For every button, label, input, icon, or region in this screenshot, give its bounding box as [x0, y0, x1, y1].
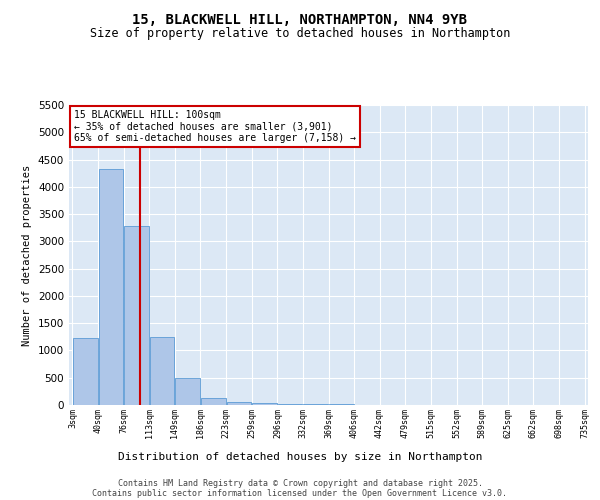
Text: 15, BLACKWELL HILL, NORTHAMPTON, NN4 9YB: 15, BLACKWELL HILL, NORTHAMPTON, NN4 9YB — [133, 12, 467, 26]
Bar — [99, 170, 123, 405]
Bar — [227, 402, 251, 405]
Bar — [252, 403, 277, 405]
Text: Distribution of detached houses by size in Northampton: Distribution of detached houses by size … — [118, 452, 482, 462]
Text: Size of property relative to detached houses in Northampton: Size of property relative to detached ho… — [90, 28, 510, 40]
Bar — [73, 338, 98, 405]
Text: Contains HM Land Registry data © Crown copyright and database right 2025.: Contains HM Land Registry data © Crown c… — [118, 478, 482, 488]
Text: 15 BLACKWELL HILL: 100sqm
← 35% of detached houses are smaller (3,901)
65% of se: 15 BLACKWELL HILL: 100sqm ← 35% of detac… — [74, 110, 356, 142]
Bar — [278, 404, 302, 405]
Bar — [124, 226, 149, 405]
Bar — [175, 378, 200, 405]
Text: Contains public sector information licensed under the Open Government Licence v3: Contains public sector information licen… — [92, 488, 508, 498]
Bar — [329, 404, 354, 405]
Bar — [303, 404, 328, 405]
Bar — [201, 398, 226, 405]
Y-axis label: Number of detached properties: Number of detached properties — [22, 164, 32, 346]
Bar — [150, 338, 174, 405]
